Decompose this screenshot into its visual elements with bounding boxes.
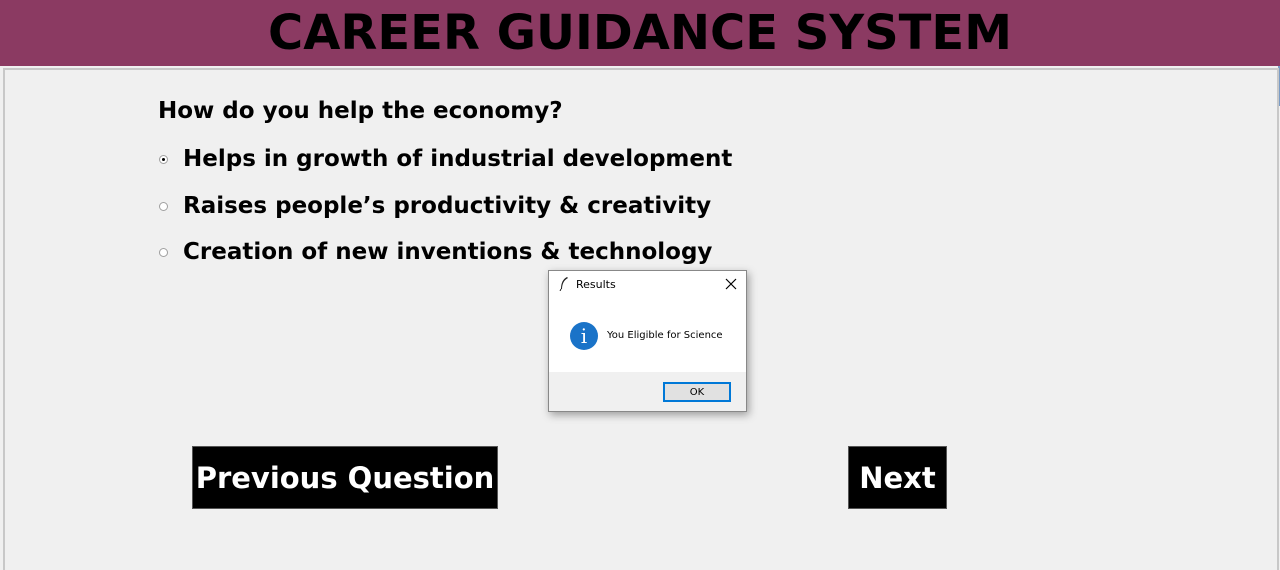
- option-label: Creation of new inventions & technology: [183, 239, 713, 265]
- close-icon[interactable]: [724, 277, 738, 291]
- dialog-titlebar[interactable]: Results: [549, 271, 746, 299]
- info-icon: i: [570, 322, 598, 350]
- previous-question-button[interactable]: Previous Question: [192, 446, 498, 509]
- option-label: Helps in growth of industrial developmen…: [183, 146, 733, 172]
- dialog-message: You Eligible for Science: [607, 330, 723, 341]
- option-2[interactable]: Raises people’s productivity & creativit…: [158, 191, 711, 221]
- ok-button[interactable]: OK: [663, 382, 731, 402]
- app-header: CAREER GUIDANCE SYSTEM: [0, 0, 1280, 66]
- feather-icon: [559, 277, 568, 291]
- radio-button[interactable]: [159, 201, 168, 211]
- dialog-footer: OK: [549, 372, 746, 411]
- radio-button-selected[interactable]: [159, 154, 168, 164]
- option-3[interactable]: Creation of new inventions & technology: [158, 237, 712, 267]
- question-text: How do you help the economy?: [158, 98, 563, 124]
- window-edge-highlight: [1278, 66, 1280, 106]
- dialog-title: Results: [576, 278, 616, 291]
- radio-button[interactable]: [159, 247, 168, 257]
- option-1[interactable]: Helps in growth of industrial developmen…: [158, 144, 732, 174]
- app-title: CAREER GUIDANCE SYSTEM: [268, 5, 1012, 61]
- option-label: Raises people’s productivity & creativit…: [183, 193, 712, 219]
- next-button[interactable]: Next: [848, 446, 947, 509]
- results-dialog: Results i You Eligible for Science OK: [548, 270, 747, 412]
